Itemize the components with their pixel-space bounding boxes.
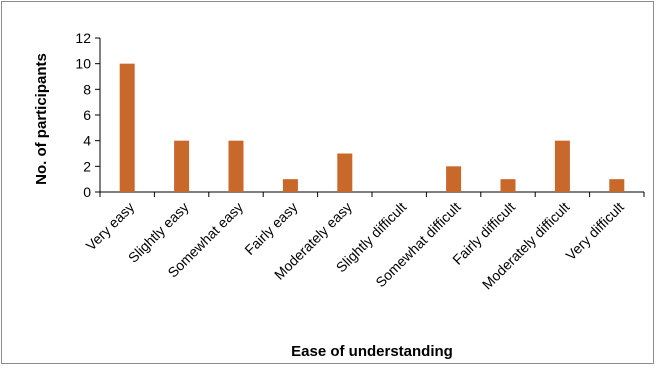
bar (609, 179, 625, 192)
y-axis-title: No. of participants (33, 53, 50, 185)
x-tick-label: Very difficult (562, 199, 627, 264)
y-tick-label: 6 (83, 107, 91, 123)
bar (500, 179, 516, 192)
chart-bars (119, 63, 625, 192)
bar (228, 140, 244, 192)
chart-axes (95, 37, 645, 197)
y-tick-label: 2 (83, 158, 91, 174)
y-tick-label: 0 (83, 184, 91, 200)
chart-frame: 0 2 4 6 8 10 12 Very easy Slightly easy Somewhat… (1, 1, 654, 364)
y-tick-label: 4 (83, 133, 91, 149)
y-tick-label: 8 (83, 81, 91, 97)
bar (119, 63, 135, 192)
bar (282, 179, 298, 192)
x-axis-title: Ease of understanding (291, 343, 453, 360)
y-tick-label: 10 (75, 56, 91, 72)
bar (554, 140, 570, 192)
y-tick-label: 12 (75, 30, 91, 46)
x-tick-label: Fairly easy (241, 199, 300, 258)
x-tick-label: Very easy (83, 199, 138, 254)
y-tick-labels: 0 2 4 6 8 10 12 (75, 30, 91, 200)
bar (446, 166, 462, 192)
bar (337, 153, 353, 192)
bar (174, 140, 190, 192)
